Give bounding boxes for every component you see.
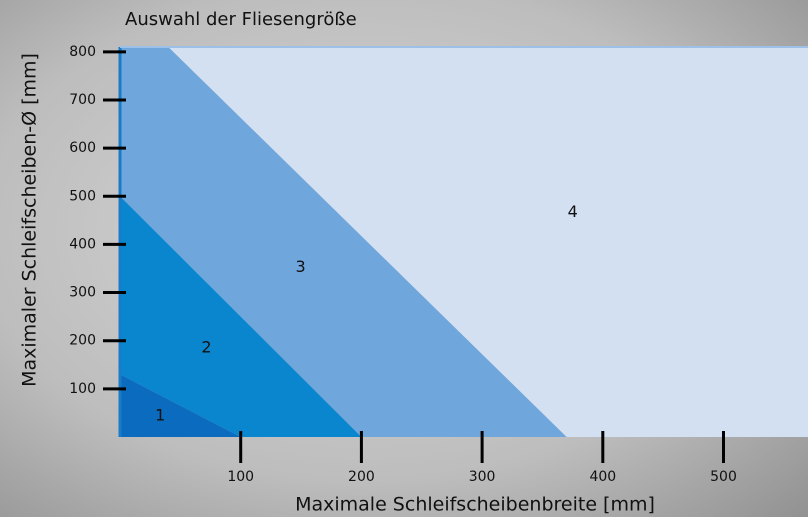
chart-title: Auswahl der Fliesengröße (125, 9, 357, 30)
y-tick-label: 700 (69, 92, 96, 108)
region (120, 196, 362, 437)
region-label: 3 (295, 257, 305, 276)
x-tick-label: 300 (469, 469, 496, 485)
y-tick-label: 600 (69, 140, 96, 156)
region-label: 2 (201, 337, 211, 356)
x-tick-label: 100 (227, 469, 254, 485)
y-tick-label: 200 (69, 333, 96, 349)
y-tick-label: 100 (69, 381, 96, 397)
y-tick-label: 400 (69, 236, 96, 252)
x-tick-label: 200 (348, 469, 375, 485)
y-axis-label: Maximaler Schleifscheiben-Ø [mm] (19, 53, 41, 387)
y-tick-label: 500 (69, 188, 96, 204)
region (120, 374, 241, 437)
x-tick-label: 400 (589, 469, 616, 485)
x-axis-label: Maximale Schleifscheibenbreite [mm] (295, 494, 655, 516)
y-tick-label: 800 (69, 44, 96, 60)
x-tick-label: 500 (710, 469, 737, 485)
region-label: 1 (155, 406, 165, 425)
y-tick-label: 300 (69, 285, 96, 301)
region (168, 47, 808, 437)
plot-area (120, 47, 808, 437)
region-label: 4 (568, 202, 578, 221)
region (120, 47, 567, 437)
